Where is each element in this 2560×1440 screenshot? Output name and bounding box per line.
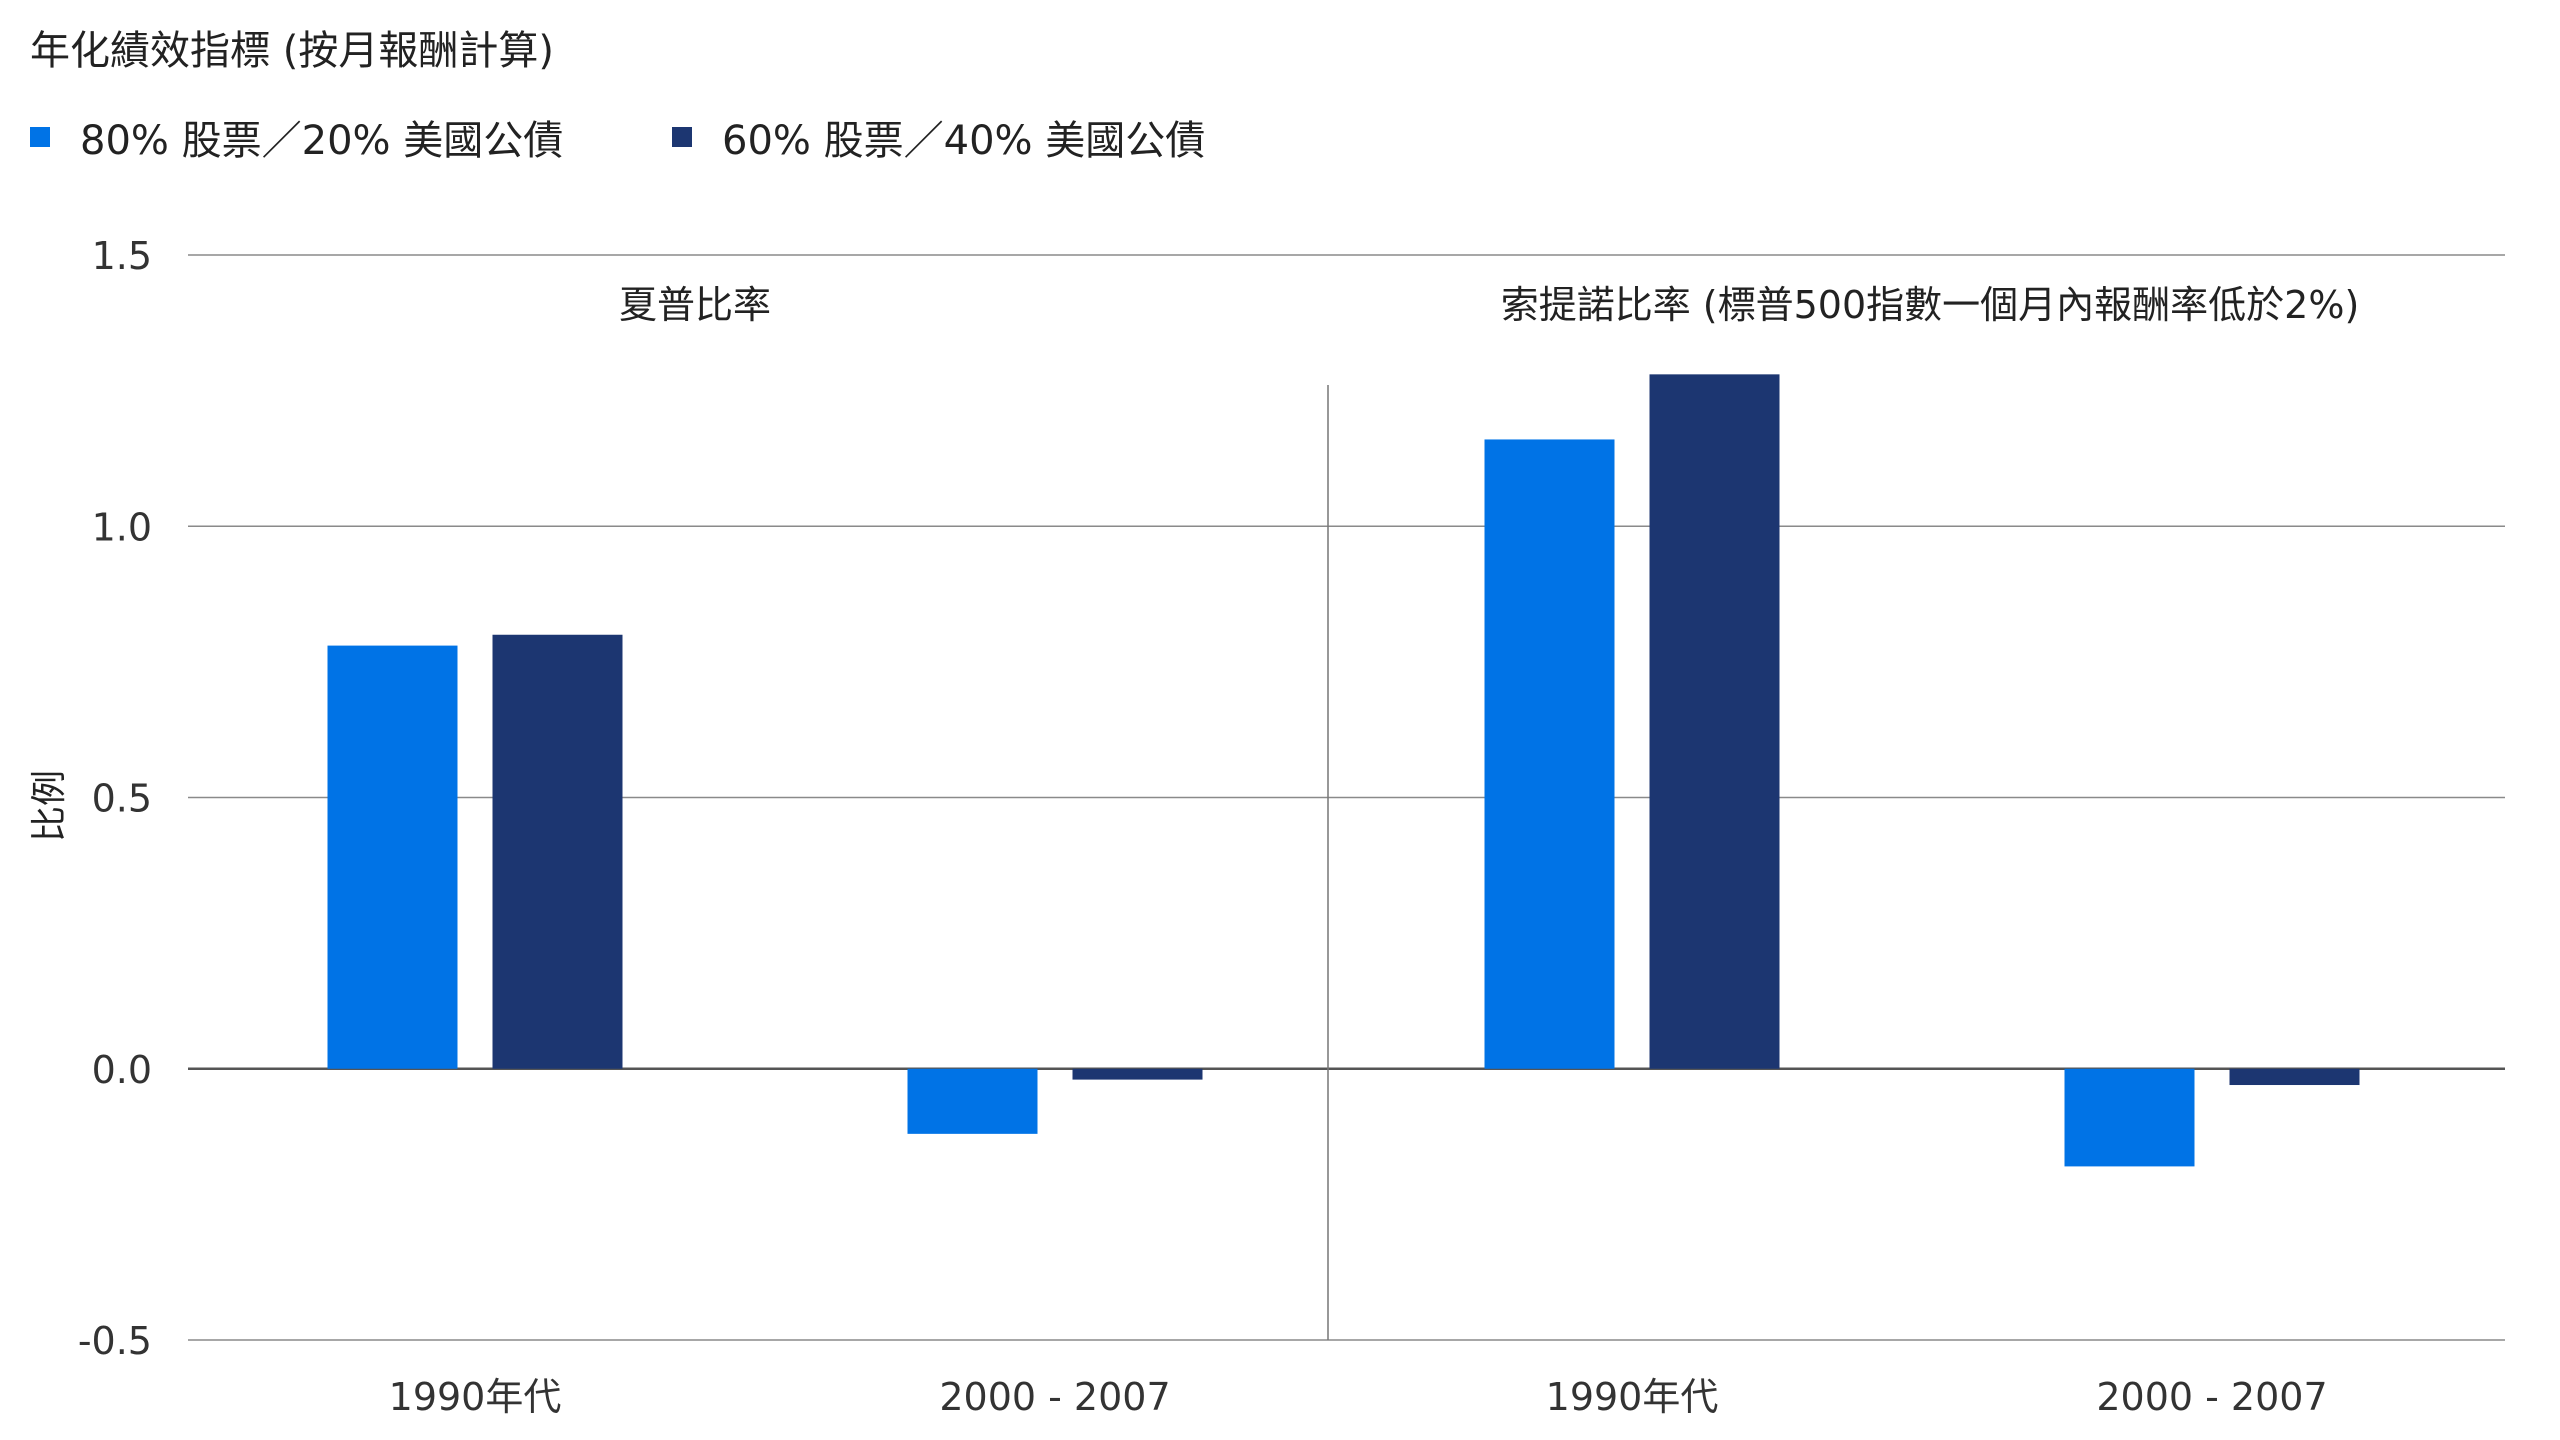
bar <box>1072 1068 1203 1080</box>
legend-item-series-2: 60% 股票／40% 美國公債 <box>672 108 1205 166</box>
panel-title: 索提諾比率 (標普500指數一個月內報酬率低於2%) <box>1501 283 2360 327</box>
bar <box>1484 439 1615 1069</box>
bar <box>327 645 458 1069</box>
bar <box>492 634 623 1069</box>
bar <box>1649 374 1780 1069</box>
x-tick-label: 1990年代 <box>389 1375 562 1419</box>
legend-swatch-series-1 <box>30 127 50 147</box>
legend-label-series-2: 60% 股票／40% 美國公債 <box>722 118 1206 164</box>
chart-title: 年化績效指標 (按月報酬計算) <box>30 28 554 74</box>
x-tick-label: 2000 - 2007 <box>939 1375 1170 1419</box>
legend-item-series-1: 80% 股票／20% 美國公債 <box>30 108 563 166</box>
panel-title: 夏普比率 <box>619 283 771 327</box>
bar <box>2064 1068 2195 1167</box>
y-tick-label: 0.0 <box>92 1048 152 1092</box>
y-tick-label: 1.0 <box>92 505 152 549</box>
y-tick-label: 0.5 <box>92 777 152 821</box>
y-tick-label: 1.5 <box>92 234 152 278</box>
legend-swatch-series-2 <box>672 127 692 147</box>
y-tick-label: -0.5 <box>78 1319 152 1363</box>
bar <box>907 1068 1038 1134</box>
legend-label-series-1: 80% 股票／20% 美國公債 <box>80 118 564 164</box>
x-tick-label: 1990年代 <box>1546 1375 1719 1419</box>
bar <box>2229 1068 2360 1086</box>
x-tick-label: 2000 - 2007 <box>2096 1375 2327 1419</box>
